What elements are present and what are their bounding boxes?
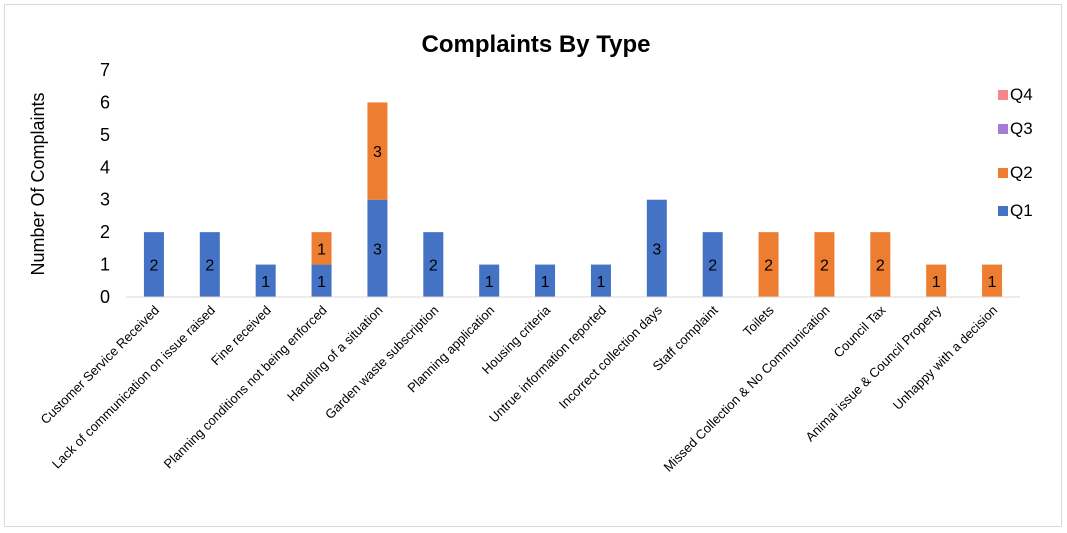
bar-q1 xyxy=(143,232,164,297)
legend-swatch-q2 xyxy=(998,168,1008,178)
bar-q2 xyxy=(814,232,835,297)
bar-q2 xyxy=(982,264,1003,297)
data-label: 1 xyxy=(317,274,326,291)
bar-q1 xyxy=(423,232,444,297)
data-label: 1 xyxy=(988,274,997,291)
x-tick-label: Toilets xyxy=(740,302,777,339)
data-label: 2 xyxy=(708,258,717,275)
data-label: 3 xyxy=(373,144,382,161)
y-tick-label: 0 xyxy=(100,287,110,307)
legend-label-q1: Q1 xyxy=(1010,201,1033,220)
data-label: 2 xyxy=(820,258,829,275)
bar-q1 xyxy=(702,232,723,297)
bar-q1 xyxy=(535,264,556,297)
chart-title: Complaints By Type xyxy=(422,31,651,58)
bar-q2 xyxy=(367,102,388,200)
y-tick-label: 3 xyxy=(100,190,110,210)
bar-q2 xyxy=(926,264,947,297)
x-tick-label: Customer Service Received xyxy=(38,303,163,428)
data-label: 2 xyxy=(205,258,214,275)
y-tick-label: 6 xyxy=(100,92,110,112)
bar-q2 xyxy=(870,232,891,297)
legend-swatch-q1 xyxy=(998,206,1008,216)
y-tick-label: 4 xyxy=(100,157,110,177)
legend: Q4 Q3 Q2 Q1 xyxy=(998,85,1033,220)
data-label: 1 xyxy=(485,274,494,291)
bar-q1 xyxy=(646,199,667,297)
data-label: 3 xyxy=(652,241,661,258)
data-label: 1 xyxy=(261,274,270,291)
x-tick-label: Council Tax xyxy=(830,302,888,360)
data-label: 1 xyxy=(932,274,941,291)
data-label: 1 xyxy=(317,241,326,258)
data-label: 2 xyxy=(149,258,158,275)
y-tick-label: 5 xyxy=(100,125,110,145)
bars-group: 2 2 1 1 1 3 3 2 1 1 1 3 2 2 2 2 1 1 xyxy=(143,102,1003,297)
bar-q2 xyxy=(311,232,332,265)
y-axis-ticks: 0 1 2 3 4 5 6 7 xyxy=(100,60,110,307)
legend-label-q3: Q3 xyxy=(1010,119,1033,138)
legend-label-q2: Q2 xyxy=(1010,163,1033,182)
x-tick-label: Untrue information reported xyxy=(486,303,609,426)
x-tick-label: Incorrect collection days xyxy=(556,302,666,412)
data-label: 2 xyxy=(429,258,438,275)
data-label: 2 xyxy=(876,258,885,275)
legend-swatch-q4 xyxy=(998,90,1008,100)
y-tick-label: 7 xyxy=(100,60,110,80)
bar-q2 xyxy=(758,232,779,297)
bar-q1 xyxy=(199,232,220,297)
legend-label-q4: Q4 xyxy=(1010,85,1033,104)
data-label: 1 xyxy=(596,274,605,291)
x-tick-label: Garden waste subscription xyxy=(322,303,441,422)
legend-swatch-q3 xyxy=(998,124,1008,134)
data-label: 1 xyxy=(541,274,550,291)
y-axis-label: Number Of Complaints xyxy=(28,92,48,275)
data-label: 3 xyxy=(373,241,382,258)
bar-q1 xyxy=(590,264,611,297)
data-label: 2 xyxy=(764,258,773,275)
x-tick-label: Unhappy with a decision xyxy=(890,303,1000,413)
bar-q1 xyxy=(255,264,276,297)
x-tick-label: Handling of a situation xyxy=(284,303,386,405)
y-tick-label: 2 xyxy=(100,222,110,242)
y-tick-label: 1 xyxy=(100,255,110,275)
bar-q1 xyxy=(311,264,332,297)
bar-q1 xyxy=(479,264,500,297)
bar-q1 xyxy=(367,199,388,297)
